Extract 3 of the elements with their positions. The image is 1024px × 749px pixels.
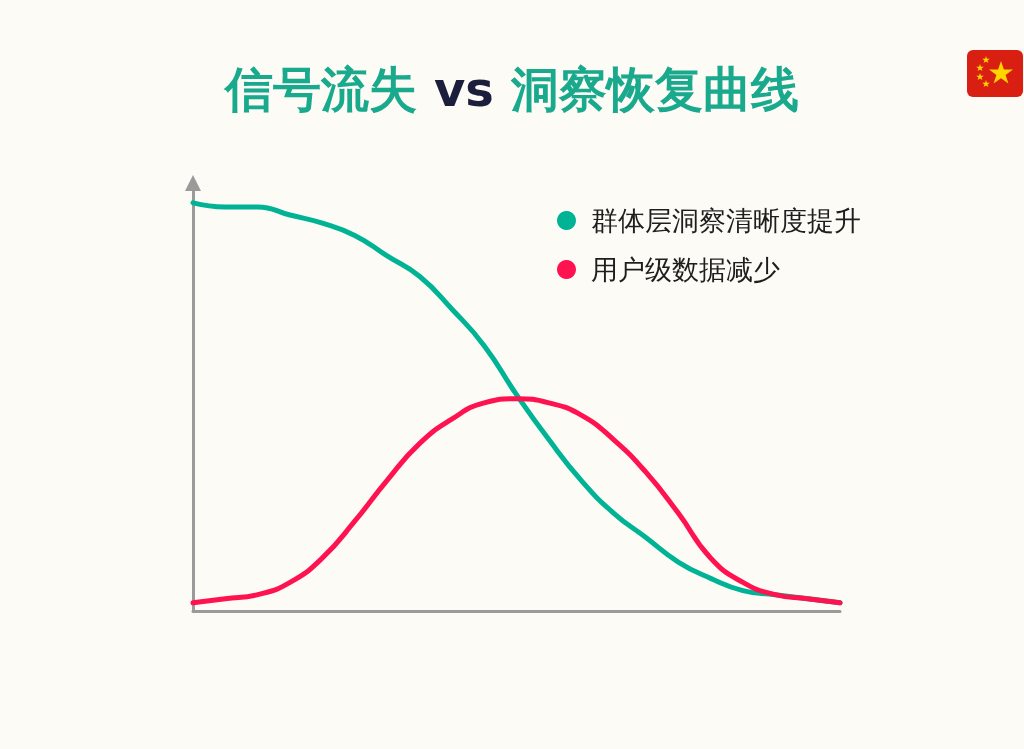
legend-label: 用户级数据减少 (591, 254, 780, 285)
chart-title: 信号流失 vs 洞察恢复曲线 (223, 61, 799, 117)
legend-label: 群体层洞察清晰度提升 (591, 205, 861, 236)
